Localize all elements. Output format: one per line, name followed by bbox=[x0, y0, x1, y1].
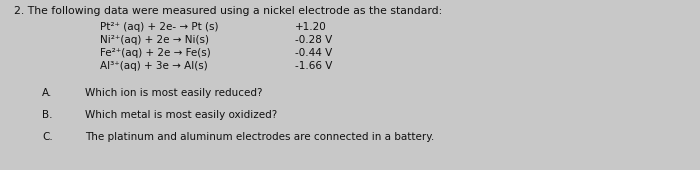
Text: C.: C. bbox=[42, 132, 52, 142]
Text: Fe²⁺(aq) + 2e → Fe(s): Fe²⁺(aq) + 2e → Fe(s) bbox=[100, 48, 211, 58]
Text: Al³⁺(aq) + 3e → Al(s): Al³⁺(aq) + 3e → Al(s) bbox=[100, 61, 208, 71]
Text: 2. The following data were measured using a nickel electrode as the standard:: 2. The following data were measured usin… bbox=[14, 6, 442, 16]
Text: The platinum and aluminum electrodes are connected in a battery.: The platinum and aluminum electrodes are… bbox=[85, 132, 434, 142]
Text: Which metal is most easily oxidized?: Which metal is most easily oxidized? bbox=[85, 110, 277, 120]
Text: Pt²⁺ (aq) + 2e- → Pt (s): Pt²⁺ (aq) + 2e- → Pt (s) bbox=[100, 22, 218, 32]
Text: +1.20: +1.20 bbox=[295, 22, 327, 32]
Text: Ni²⁺(aq) + 2e → Ni(s): Ni²⁺(aq) + 2e → Ni(s) bbox=[100, 35, 209, 45]
Text: -0.44 V: -0.44 V bbox=[295, 48, 332, 58]
Text: Which ion is most easily reduced?: Which ion is most easily reduced? bbox=[85, 88, 262, 98]
Text: A.: A. bbox=[42, 88, 52, 98]
Text: -0.28 V: -0.28 V bbox=[295, 35, 332, 45]
Text: -1.66 V: -1.66 V bbox=[295, 61, 332, 71]
Text: B.: B. bbox=[42, 110, 52, 120]
